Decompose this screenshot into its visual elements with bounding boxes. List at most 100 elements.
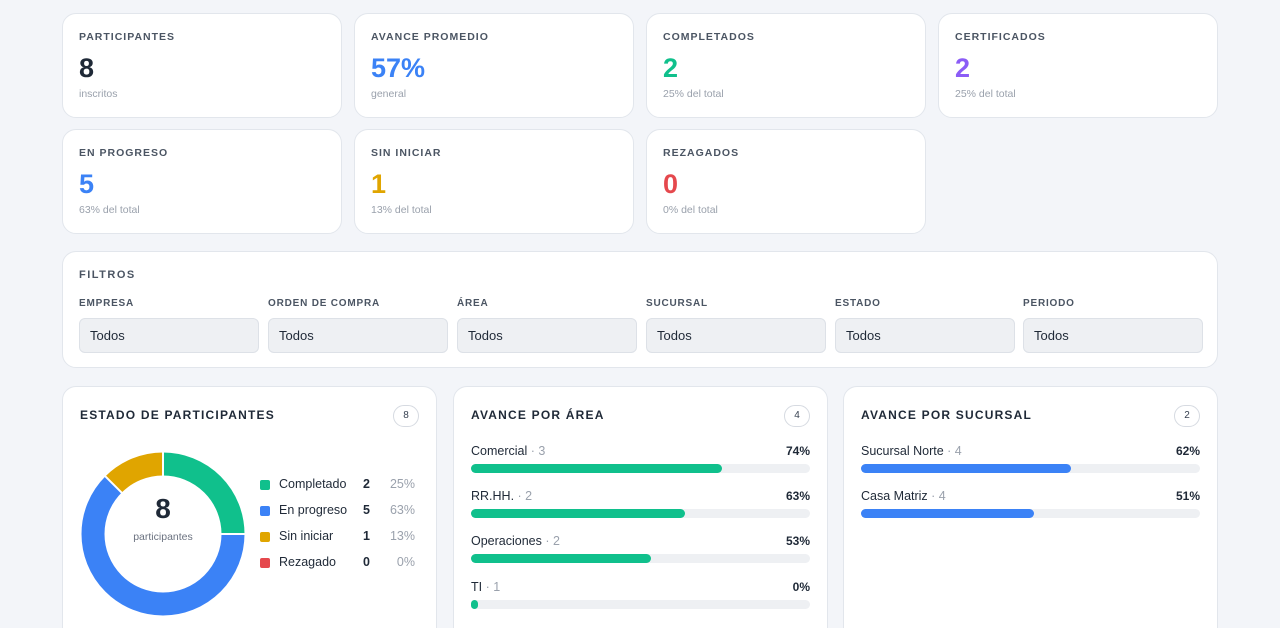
stat-value: 5 [79,169,95,199]
legend-percent: 25% [389,477,415,491]
progress-fill [861,464,1072,473]
progress-track [471,600,810,609]
area-name: Operaciones [471,534,542,548]
stat-sub: 0% del total [663,204,718,216]
donut-slice-en-progreso [81,452,245,616]
area-count: · 1 [485,580,501,594]
sucursal-count: · 4 [947,444,962,458]
area-percent: 0% [792,580,810,594]
stat-card-certificados: CERTIFICADOS 2 25% del total [938,13,1218,118]
empresa-select[interactable]: Todos [79,318,259,353]
legend-percent: 13% [389,529,415,543]
panel-title: ESTADO DE PARTICIPANTES [80,408,275,422]
legend-item: Completado 2 25% [260,476,415,494]
stat-sub: 63% del total [79,204,140,216]
filter-label: SUCURSAL [646,298,708,309]
stat-value: 8 [79,53,95,83]
area-row: TI · 1 0% [471,580,810,614]
stat-label: SIN INICIAR [371,147,442,159]
stat-label: REZAGADOS [663,147,740,159]
legend-swatch [260,558,270,568]
area-select[interactable]: Todos [457,318,637,353]
stat-card-avance-promedio: AVANCE PROMEDIO 57% general [354,13,634,118]
donut-center-label: participantes [133,531,193,543]
stat-card-participantes: PARTICIPANTES 8 inscritos [62,13,342,118]
area-row: Comercial · 3 74% [471,444,810,478]
legend-percent: 0% [396,555,415,569]
estado-select[interactable]: Todos [835,318,1015,353]
stat-card-sin-iniciar: SIN INICIAR 1 13% del total [354,129,634,234]
area-count: · 3 [530,444,546,458]
stat-card-en-progreso: EN PROGRESO 5 63% del total [62,129,342,234]
panel-title: AVANCE POR ÁREA [471,408,605,422]
stat-sub: inscritos [79,88,118,100]
progress-fill [471,464,722,473]
donut-separator [103,474,124,495]
avance-por-sucursal-panel: AVANCE POR SUCURSAL 2 Sucursal Norte · 4… [843,386,1218,628]
sucursal-name: Casa Matriz [861,489,928,503]
sucursal-select[interactable]: Todos [646,318,826,353]
filter-sucursal: SUCURSAL Todos [646,298,826,353]
progress-fill [471,509,685,518]
sucursal-percent: 62% [1175,444,1200,458]
stat-value: 0 [663,169,679,199]
panel-title: AVANCE POR SUCURSAL [861,408,1033,422]
legend-item: Sin iniciar 1 13% [260,528,415,546]
sucursal-percent: 51% [1175,489,1200,503]
area-percent: 74% [785,444,810,458]
progress-track [861,509,1200,518]
stat-card-completados: COMPLETADOS 2 25% del total [646,13,926,118]
stat-sub: 25% del total [955,88,1016,100]
sucursal-row: Sucursal Norte · 4 62% [861,444,1200,478]
stat-label: COMPLETADOS [663,31,755,43]
estado-participantes-panel: ESTADO DE PARTICIPANTES 8 8 participante… [62,386,437,628]
stat-value: 1 [371,169,387,199]
sucursal-row: Casa Matriz · 4 51% [861,489,1200,523]
count-badge: 8 [393,405,419,427]
sucursal-name: Sucursal Norte [861,444,944,458]
legend-item: En progreso 5 63% [260,502,415,520]
stat-sub: 13% del total [371,204,432,216]
legend-value: 5 [363,503,370,517]
stat-label: PARTICIPANTES [79,31,176,43]
progress-fill [471,554,651,563]
legend-label: Completado [279,477,347,491]
area-name: Comercial [471,444,528,458]
donut-center-value: 8 [155,493,171,524]
stat-sub: general [371,88,407,100]
area-row: RR.HH. · 2 63% [471,489,810,523]
periodo-select[interactable]: Todos [1023,318,1203,353]
orden-de-compra-select[interactable]: Todos [268,318,448,353]
filters-panel: FILTROS EMPRESA Todos ORDEN DE COMPRA To… [62,251,1218,368]
filter-empresa: EMPRESA Todos [79,298,259,353]
stat-label: CERTIFICADOS [955,31,1046,43]
area-percent: 63% [785,489,810,503]
progress-track [471,509,810,518]
legend-swatch [260,480,270,490]
legend-value: 0 [363,555,370,569]
filter-periodo: PERIODO Todos [1023,298,1203,353]
area-name: RR.HH. [471,489,515,503]
legend-value: 1 [363,529,370,543]
count-badge: 4 [784,405,810,427]
legend-item: Rezagado 0 0% [260,554,415,572]
filter-area: ÁREA Todos [457,298,637,353]
progress-track [861,464,1200,473]
legend-swatch [260,532,270,542]
legend-label: Rezagado [279,555,336,569]
stat-label: EN PROGRESO [79,147,169,159]
legend-value: 2 [363,477,370,491]
filter-label: ESTADO [835,298,881,309]
count-badge: 2 [1174,405,1200,427]
stat-value: 2 [955,53,971,83]
filter-estado: ESTADO Todos [835,298,1015,353]
stat-value: 57% [371,53,426,83]
sucursal-count: · 4 [931,489,946,503]
area-name: TI [471,580,483,594]
legend-percent: 63% [389,503,415,517]
area-percent: 53% [785,534,810,548]
progress-track [471,464,810,473]
progress-track [471,554,810,563]
progress-fill [861,509,1034,518]
stat-label: AVANCE PROMEDIO [371,31,489,43]
